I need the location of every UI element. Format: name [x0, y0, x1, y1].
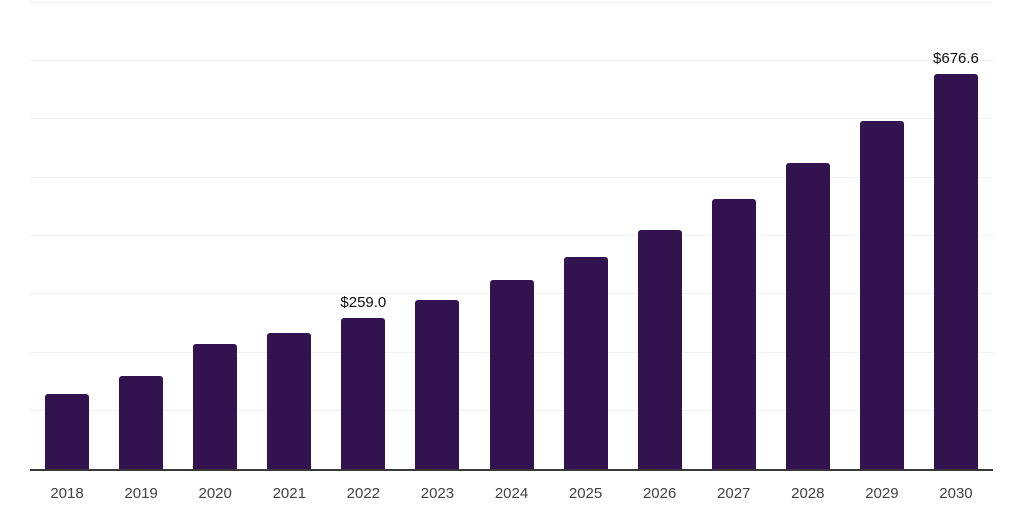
bar-2024 [489, 280, 534, 469]
gridline [30, 1, 993, 3]
x-tick-label-2029: 2029 [865, 485, 899, 502]
x-tick-label-2021: 2021 [272, 485, 306, 502]
bar-2028 [785, 163, 830, 469]
x-tick-label-2027: 2027 [717, 485, 751, 502]
bar-2029 [859, 121, 904, 469]
x-tick-label-2022: 2022 [346, 485, 381, 502]
bar-2025 [563, 257, 608, 469]
x-tick-label-2025: 2025 [568, 485, 603, 502]
x-tick-label-2028: 2028 [791, 485, 825, 502]
bar-2022 [341, 317, 386, 469]
x-axis-line [30, 468, 993, 471]
x-tick-label-2019: 2019 [124, 485, 158, 502]
bar-2018 [45, 393, 90, 469]
x-tick-label-2023: 2023 [420, 485, 455, 502]
bar-2021 [267, 333, 312, 469]
bar-2030 [933, 74, 978, 469]
gridline [30, 59, 993, 61]
bar-2019 [119, 375, 164, 469]
gridline [30, 235, 993, 236]
x-tick-label-2018: 2018 [50, 485, 84, 502]
bar-2023 [415, 299, 460, 469]
bar-2020 [193, 343, 238, 469]
x-tick-label-2020: 2020 [198, 485, 232, 502]
bar-2027 [711, 199, 756, 469]
gridline [30, 118, 993, 120]
bar-value-label-2030: $676.6 [933, 50, 979, 68]
gridline [30, 176, 993, 178]
bar-2026 [637, 229, 682, 469]
x-tick-label-2026: 2026 [642, 485, 677, 502]
x-tick-label-2030: 2030 [939, 485, 973, 502]
bar-value-label-2022: $259.0 [340, 293, 387, 311]
x-tick-label-2024: 2024 [494, 485, 529, 502]
